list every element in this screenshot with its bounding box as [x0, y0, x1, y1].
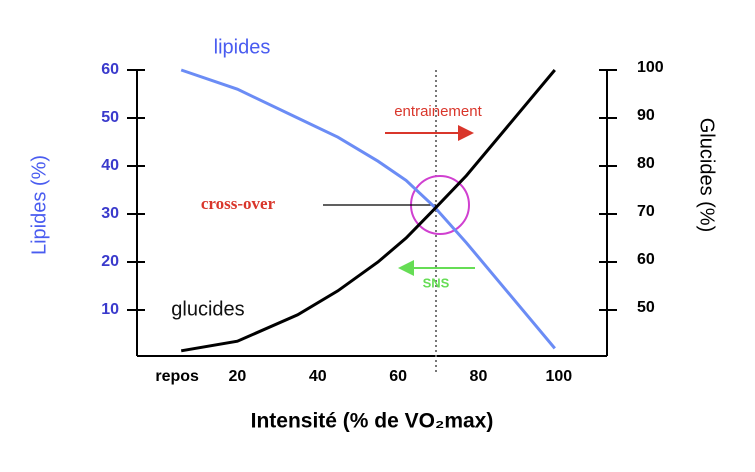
y-tick-label: 20: [101, 253, 119, 270]
y-tick-label: 40: [101, 157, 119, 174]
x-tick-label: 100: [545, 368, 572, 385]
x-tick-label: 40: [309, 368, 327, 385]
x-tick-label: 80: [470, 368, 488, 385]
y-tick-label: 30: [101, 205, 119, 222]
y2-axis-title: Glucides (%): [696, 118, 718, 232]
y2-tick-label: 60: [637, 251, 655, 268]
y-tick-label: 50: [101, 109, 119, 126]
x-tick-label: 20: [229, 368, 247, 385]
y-tick-label: 10: [101, 301, 119, 318]
y2-tick-label: 70: [637, 203, 655, 220]
y-tick-label: 60: [101, 61, 119, 78]
y-axis-title: Lipides (%): [28, 155, 50, 255]
annotation: SNS: [423, 275, 450, 290]
series-label: lipides: [214, 36, 271, 58]
y2-tick-label: 50: [637, 299, 655, 316]
x-tick-label: 60: [389, 368, 407, 385]
annotation: entrainement: [394, 103, 482, 120]
series-line: [180, 69, 556, 353]
series-label: glucides: [171, 298, 244, 320]
y2-tick-label: 90: [637, 107, 655, 124]
annotation: cross-over: [201, 194, 276, 213]
series-line: [180, 68, 556, 350]
x-tick-label: repos: [155, 368, 199, 385]
y2-tick-label: 100: [637, 59, 664, 76]
x-axis-title: Intensité (% de VO₂max): [251, 410, 494, 433]
y2-tick-label: 80: [637, 155, 655, 172]
